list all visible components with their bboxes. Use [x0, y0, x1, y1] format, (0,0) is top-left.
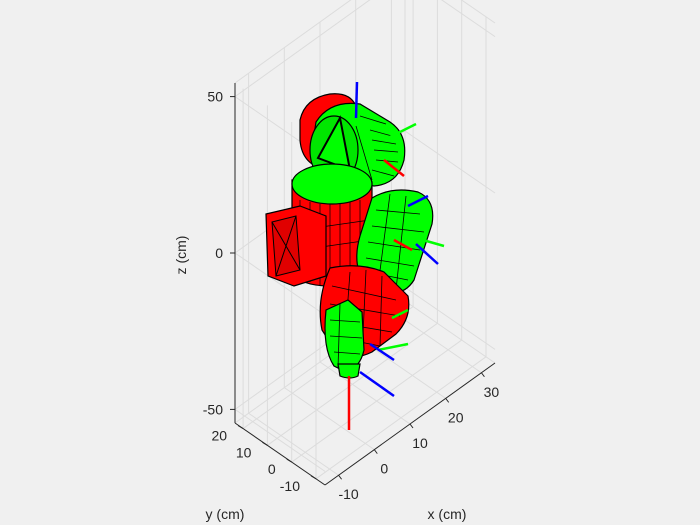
- end-effector: [337, 363, 361, 379]
- left-wall-grid-line: [234, 252, 326, 316]
- z-axis-label: z (cm): [173, 236, 189, 275]
- x-tick-label: 20: [448, 409, 464, 425]
- y-tick-mark: [262, 441, 268, 446]
- y-tick-mark: [286, 458, 292, 463]
- y-tick-label: -10: [280, 478, 300, 494]
- y-axis-label: y (cm): [206, 506, 245, 522]
- x-tick-label: -10: [338, 486, 358, 502]
- floor-grid-line: [248, 412, 339, 476]
- x-tick-mark: [338, 474, 343, 480]
- x-tick-mark: [409, 423, 414, 429]
- x-tick-mark: [445, 398, 450, 403]
- z-tick-label: 0: [215, 245, 223, 261]
- x-tick-mark: [480, 372, 485, 378]
- floor-grid-line: [284, 387, 375, 451]
- y-tick-labels: -100 10 20: [212, 428, 301, 494]
- frame1-y-axis: [383, 122, 417, 142]
- z-tick-label: -50: [203, 401, 223, 417]
- frame5-z-axis: [369, 342, 395, 362]
- box-edge: [234, 0, 352, 84]
- z-tick-label: 50: [207, 89, 223, 105]
- side-wall-grid-line: [404, 130, 496, 194]
- side-wall-grid-line: [404, 286, 496, 350]
- x-tick-labels: -10 0 10 20 30: [338, 384, 499, 502]
- frame3-y-axis: [415, 236, 445, 248]
- box-edge: [460, 0, 496, 24]
- frame4-y-axis: [391, 308, 409, 320]
- robot-arm-model: [265, 93, 434, 379]
- y-tick-mark: [310, 475, 317, 480]
- frame3-x-axis: [393, 238, 413, 252]
- y-tick-label: 20: [212, 428, 228, 444]
- box-edge: [404, 300, 496, 364]
- coordinate-frames: [347, 81, 445, 430]
- y-tick-label: 10: [236, 444, 252, 460]
- x-tick-label: 0: [380, 461, 388, 477]
- floor-grid-line: [319, 361, 411, 425]
- floor-grid-line: [391, 310, 482, 374]
- y-tick-label: 0: [268, 461, 276, 477]
- frame3-z-axis: [415, 243, 439, 265]
- y-axis-line: [234, 422, 326, 486]
- x-tick-label: 10: [412, 435, 428, 451]
- back-wall-grid-line: [234, 0, 371, 98]
- side-motor-box-face: [271, 215, 301, 277]
- y-tick-mark: [237, 425, 244, 430]
- frame1-x-axis: [383, 159, 405, 177]
- x-tick-label: 30: [484, 384, 500, 400]
- side-wall-grid-line: [440, 0, 496, 38]
- z-tick-labels: -50 0 50: [203, 89, 223, 418]
- frame2-z-axis: [407, 194, 429, 208]
- floor-grid-line: [315, 356, 487, 480]
- wrist-hatch: [329, 303, 363, 369]
- left-wall-grid-line: [234, 408, 326, 472]
- frame1-z-axis: [354, 81, 359, 119]
- frame5-y-axis: [377, 342, 409, 352]
- floor-grid-line: [267, 322, 438, 446]
- frame6-z-axis: [359, 370, 395, 398]
- floor-grid-line: [291, 339, 462, 463]
- shoulder-cylinder-top: [291, 163, 373, 205]
- x-axis-label: x (cm): [428, 506, 467, 522]
- x-tick-mark: [373, 449, 378, 454]
